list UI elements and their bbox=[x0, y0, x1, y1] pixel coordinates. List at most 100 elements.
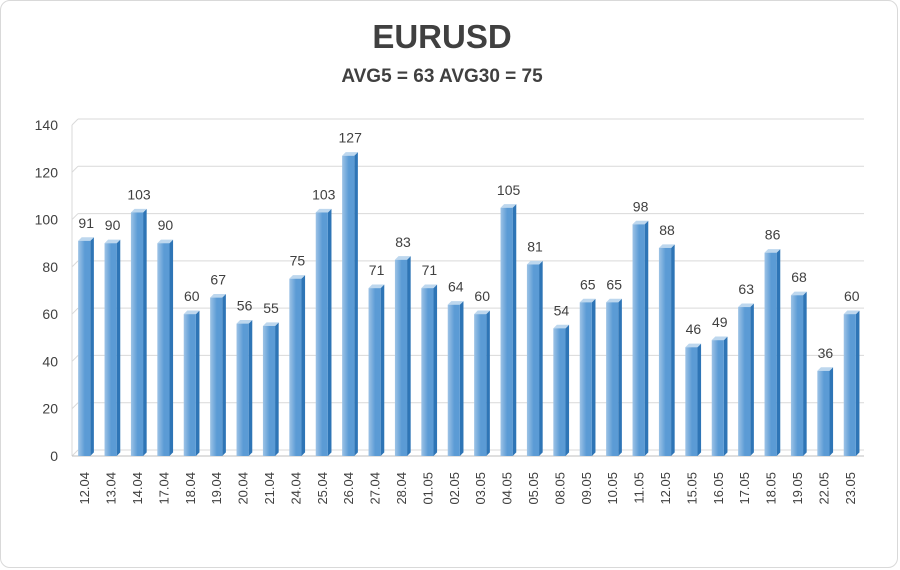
x-tick-label: 19.05 bbox=[790, 472, 805, 505]
x-tick-label: 17.04 bbox=[156, 472, 171, 505]
bar bbox=[342, 155, 355, 456]
bar-side bbox=[380, 284, 385, 456]
bar-side bbox=[195, 310, 200, 456]
gridline-diag bbox=[71, 118, 79, 126]
bar bbox=[843, 314, 856, 456]
bar bbox=[738, 307, 751, 456]
bar bbox=[500, 207, 513, 456]
data-label: 60 bbox=[474, 288, 490, 304]
bar bbox=[210, 297, 223, 456]
bar-top bbox=[579, 298, 596, 303]
bar-side bbox=[829, 367, 834, 456]
bar bbox=[289, 278, 302, 456]
bar-top bbox=[790, 291, 807, 296]
bar-side bbox=[776, 249, 781, 456]
bar-top bbox=[447, 301, 464, 305]
bar-top bbox=[394, 256, 411, 260]
gridline-diag bbox=[71, 260, 79, 268]
axes: 0 20 40 60 80 100 120 140 12.04 13.04 14.04 17.04 18… bbox=[35, 117, 864, 505]
gridlines bbox=[71, 118, 864, 457]
x-tick-label: 25.04 bbox=[315, 472, 330, 505]
data-label: 103 bbox=[127, 186, 151, 202]
data-label: 127 bbox=[339, 130, 363, 146]
x-tick-label: 10.05 bbox=[605, 472, 620, 505]
bar-top bbox=[289, 275, 306, 279]
bar-side bbox=[327, 208, 332, 456]
data-label: 88 bbox=[659, 222, 675, 238]
bar-top bbox=[157, 239, 174, 244]
bar bbox=[394, 259, 408, 456]
bar-side bbox=[301, 275, 306, 456]
bar bbox=[579, 302, 592, 456]
data-label: 68 bbox=[791, 269, 807, 285]
bar-side bbox=[354, 152, 358, 456]
bar-side bbox=[275, 322, 279, 456]
data-label: 55 bbox=[263, 300, 279, 316]
gridline-diag bbox=[71, 449, 79, 457]
bar-top bbox=[315, 208, 332, 213]
data-label: 105 bbox=[497, 182, 521, 198]
bar bbox=[685, 347, 698, 456]
bar-top bbox=[526, 260, 543, 265]
bar-top bbox=[632, 220, 649, 225]
data-label: 60 bbox=[184, 288, 200, 304]
data-label: 64 bbox=[448, 279, 464, 295]
bar-top bbox=[474, 310, 490, 315]
bar-top bbox=[421, 284, 438, 289]
bar bbox=[606, 302, 619, 456]
bar-top bbox=[262, 322, 279, 326]
bar-top bbox=[764, 249, 781, 253]
data-label: 36 bbox=[818, 345, 834, 361]
bar bbox=[790, 295, 804, 456]
bar-top bbox=[658, 244, 675, 248]
bar bbox=[183, 314, 196, 456]
x-tick-label: 13.04 bbox=[104, 472, 119, 505]
data-labels: 91 90 103 90 60 67 56 55 75 103 127 71 83 71 64 60 105 81… bbox=[78, 130, 859, 361]
bar-side bbox=[512, 204, 517, 456]
x-tick-label: 04.05 bbox=[500, 472, 515, 505]
x-tick-label: 18.04 bbox=[183, 472, 198, 505]
bar bbox=[262, 325, 276, 456]
y-tick-label: 140 bbox=[35, 117, 59, 133]
bar bbox=[130, 212, 144, 456]
bar bbox=[368, 288, 381, 456]
data-label: 75 bbox=[290, 253, 306, 269]
data-label: 67 bbox=[210, 272, 226, 288]
bar-side bbox=[618, 298, 622, 456]
data-label: 103 bbox=[312, 186, 336, 202]
data-label: 71 bbox=[369, 262, 385, 278]
bar-side bbox=[116, 239, 121, 456]
gridline-diag bbox=[71, 165, 79, 173]
bar-top bbox=[738, 303, 754, 308]
bar-top bbox=[817, 367, 834, 371]
bar-top bbox=[236, 320, 253, 324]
x-tick-label: 26.04 bbox=[341, 472, 356, 505]
bar-top bbox=[553, 324, 570, 329]
data-label: 81 bbox=[527, 238, 543, 254]
bar-top bbox=[843, 310, 860, 315]
bar-side bbox=[169, 239, 174, 456]
bar bbox=[236, 323, 249, 456]
bar-side bbox=[723, 336, 728, 456]
x-tick-label: 12.04 bbox=[77, 472, 92, 505]
data-label: 63 bbox=[738, 281, 754, 297]
data-label: 65 bbox=[606, 276, 622, 292]
x-tick-label: 12.05 bbox=[658, 472, 673, 505]
bar-top bbox=[368, 284, 385, 289]
x-tick-label: 16.05 bbox=[711, 472, 726, 505]
y-tick-label: 120 bbox=[35, 164, 59, 180]
data-label: 56 bbox=[237, 298, 253, 314]
bar bbox=[78, 240, 91, 456]
gridline-diag bbox=[71, 213, 79, 220]
x-tick-label: 02.05 bbox=[447, 472, 462, 505]
y-tick-label: 0 bbox=[50, 448, 58, 464]
data-label: 83 bbox=[395, 234, 411, 250]
bar bbox=[553, 328, 566, 456]
x-tick-label: 18.05 bbox=[764, 472, 779, 505]
x-tick-label: 21.04 bbox=[262, 472, 277, 505]
bar-side bbox=[459, 301, 464, 456]
bar-top bbox=[685, 343, 702, 348]
bar bbox=[447, 304, 460, 456]
bar-top bbox=[183, 310, 200, 315]
